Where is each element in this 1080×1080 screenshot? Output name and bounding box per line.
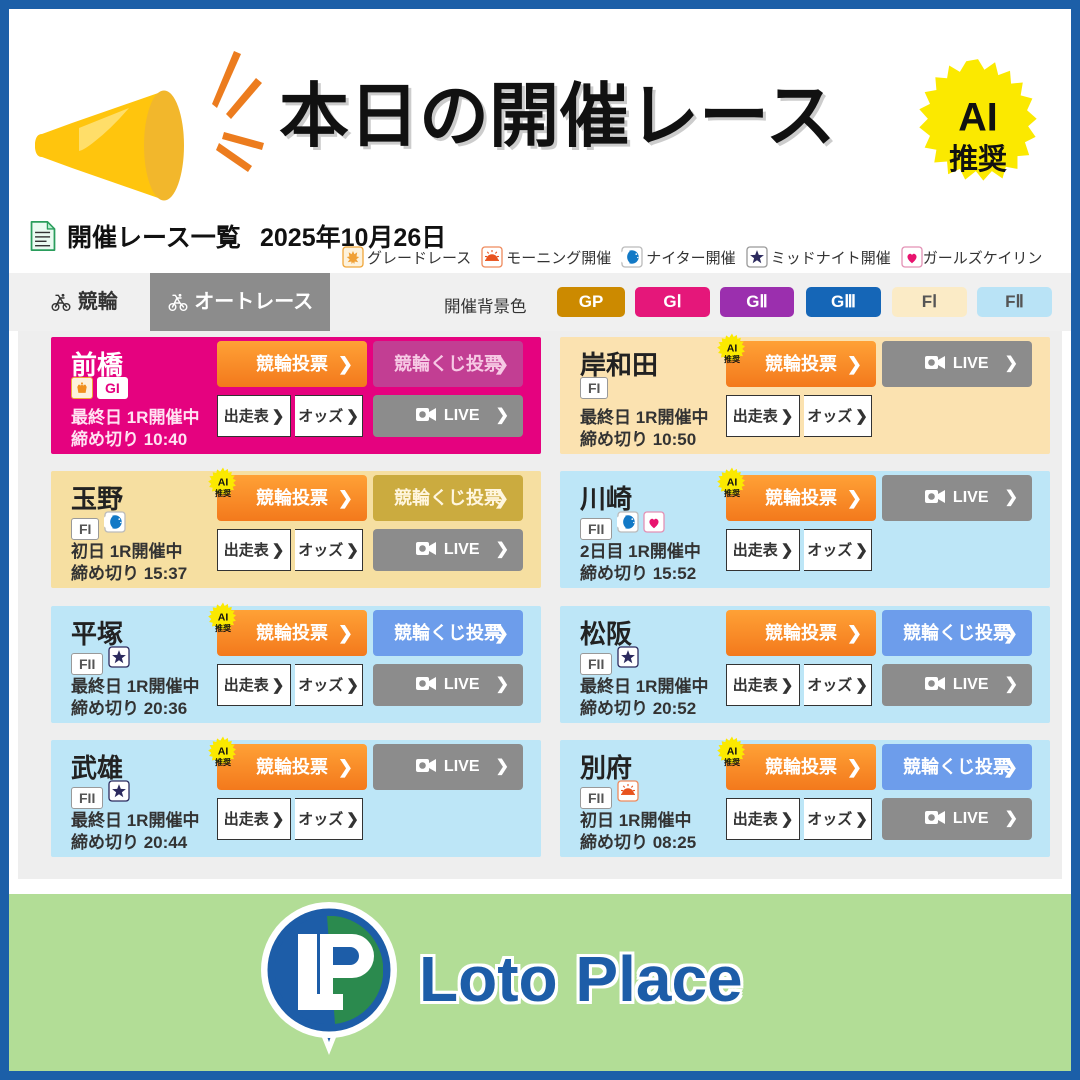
svg-text:推奨: 推奨 bbox=[724, 488, 741, 498]
svg-text:AI: AI bbox=[218, 612, 229, 624]
svg-text:推奨: 推奨 bbox=[215, 757, 232, 767]
svg-text:AI: AI bbox=[727, 477, 738, 489]
svg-text:推奨: 推奨 bbox=[215, 488, 232, 498]
svg-text:AI: AI bbox=[218, 746, 229, 758]
svg-text:推奨: 推奨 bbox=[724, 354, 741, 364]
svg-text:AI: AI bbox=[218, 477, 229, 489]
svg-text:推奨: 推奨 bbox=[215, 623, 232, 633]
svg-text:推奨: 推奨 bbox=[724, 757, 741, 767]
svg-text:AI: AI bbox=[727, 746, 738, 758]
svg-text:AI: AI bbox=[727, 343, 738, 355]
